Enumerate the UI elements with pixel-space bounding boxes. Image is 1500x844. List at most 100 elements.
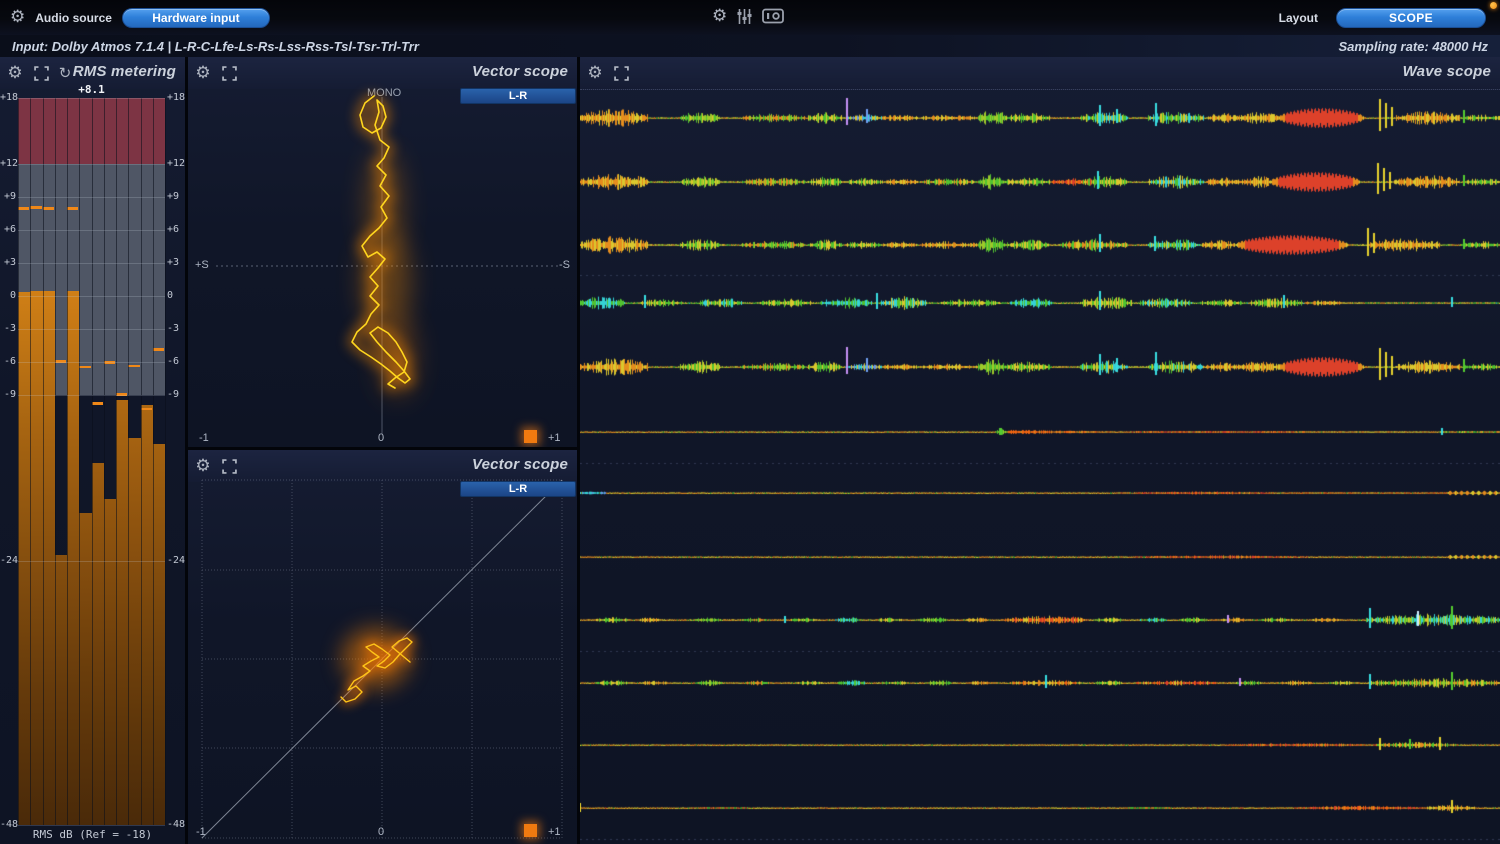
meter-scale-label-left: -48 [0, 819, 19, 830]
meter-gridline [18, 362, 165, 364]
rms-settings-gear-icon[interactable]: ⚙ [7, 62, 23, 83]
rms-expand-icon[interactable] [32, 64, 50, 82]
meter-peak-L [18, 207, 30, 210]
info-bar: Input: Dolby Atmos 7.1.4 | L-R-C-Lfe-Ls-… [0, 35, 1500, 57]
meter-peak-Tsl [116, 393, 128, 396]
meter-gridline [18, 230, 165, 232]
vs2-clip-indicator[interactable] [524, 824, 537, 837]
meter-channel-separator [30, 98, 32, 825]
toolbar-right-group: Layout SCOPE [1279, 0, 1486, 35]
meter-scale-label-right: +6 [167, 224, 180, 236]
vs2-display [201, 479, 563, 839]
mixer-sliders-icon[interactable] [736, 8, 753, 25]
wave-scope-panel: ⚙ Wave scope [580, 57, 1500, 844]
vs1-panel-title: Vector scope [471, 63, 568, 80]
meter-channel-separator [165, 98, 166, 825]
meter-peak-Lss [91, 402, 103, 405]
meter-bottom-edge [18, 825, 165, 826]
rms-metering-panel: ⚙ ↻ RMS metering +8.1 RMS dB (Ref = -18)… [0, 57, 185, 844]
meter-bar-Rss [103, 498, 116, 825]
meter-scale-label-right: -9 [167, 389, 180, 401]
setup-gear-icon[interactable]: ⚙ [712, 5, 728, 26]
top-toolbar: ⚙ Audio source Hardware input ⚙ Layout S… [0, 0, 1500, 35]
meter-bar-Lfe [54, 555, 67, 825]
vs2-xmin-label: -1 [196, 826, 206, 838]
wave-expand-icon[interactable] [612, 64, 630, 82]
rms-panel-title: RMS metering [72, 63, 176, 80]
vs2-channel-pair-badge[interactable]: L-R [460, 481, 576, 497]
meter-channel-separator [54, 98, 56, 825]
meter-scale-label-right: -6 [167, 356, 180, 368]
meter-peak-Tsr [128, 364, 140, 368]
meter-peak-Trl [140, 407, 152, 411]
meter-channel-separator [42, 98, 44, 825]
vs2-xzero-label: 0 [378, 826, 385, 838]
vs1-xzero-label: 0 [378, 432, 385, 444]
meter-channel-separator [140, 98, 142, 825]
meter-scale-label-left: +9 [3, 191, 16, 203]
rms-reset-icon[interactable]: ↻ [58, 63, 72, 82]
meter-channel-separator [116, 98, 117, 825]
vector-scope-column: ⚙ Vector scope MONO [188, 57, 577, 844]
meter-gridline [18, 263, 165, 265]
meter-bar-Tsr [128, 438, 141, 825]
layout-label[interactable]: Layout [1278, 10, 1318, 25]
meter-scale-label-left: +6 [3, 224, 16, 236]
vs1-channel-pair-badge[interactable]: L-R [460, 88, 576, 104]
vs2-lissajous-trace [340, 637, 413, 703]
vs2-panel-header: ⚙ Vector scope [188, 450, 577, 482]
settings-gear-icon[interactable]: ⚙ [10, 7, 26, 27]
vs1-display [216, 92, 560, 434]
vs1-lissajous-trace [351, 95, 411, 389]
vs2-settings-gear-icon[interactable]: ⚙ [195, 455, 211, 476]
meter-peak-C [42, 207, 54, 210]
meter-scale-label-left: -24 [0, 554, 19, 566]
meter-scale-label-left: +18 [0, 92, 19, 103]
toolbar-center-group: ⚙ [712, 0, 785, 32]
meter-scale-label-right: +9 [167, 191, 180, 203]
wave-panel-header: ⚙ Wave scope [580, 57, 1500, 90]
meter-bar-Trl [140, 405, 153, 825]
vs2-glow [338, 628, 416, 706]
meter-peak-R [30, 206, 42, 209]
scope-button[interactable]: SCOPE [1336, 7, 1486, 28]
vs2-grid [201, 479, 563, 839]
meter-scale-label-right: +3 [167, 257, 180, 269]
record-status-dot [1490, 2, 1497, 9]
vs1-panel-header: ⚙ Vector scope [188, 57, 577, 89]
meter-peak-Ls [67, 207, 79, 210]
rms-reference-label: RMS dB (Ref = -18) [32, 828, 153, 841]
meter-peak-Rs [79, 365, 91, 369]
meter-bar-Ls [67, 290, 80, 825]
meter-gridline [18, 164, 165, 166]
vs1-expand-icon[interactable] [220, 64, 238, 82]
meter-gridline [18, 560, 165, 562]
meter-channel-separator [103, 98, 105, 825]
meter-channel-separator [67, 98, 68, 825]
meter-channel-separator [79, 98, 81, 825]
toolbar-left-group: ⚙ Audio source Hardware input [10, 0, 270, 35]
meter-scale-label-right: -24 [167, 554, 185, 566]
io-routing-icon[interactable] [762, 8, 785, 24]
hardware-input-button[interactable]: Hardware input [121, 7, 270, 28]
meter-gridline [18, 197, 165, 199]
meter-scale-label-right: -48 [167, 819, 185, 830]
vs1-minus-s-label: -S [559, 259, 570, 271]
meter-bar-Lss [91, 462, 104, 825]
rms-panel-header: ⚙ ↻ RMS metering [0, 57, 185, 89]
meter-bar-L [18, 291, 31, 825]
wave-scope-display [580, 89, 1500, 844]
vs1-clip-indicator[interactable] [524, 430, 537, 443]
vs2-expand-icon[interactable] [220, 457, 238, 475]
meter-peak-Trr [152, 348, 164, 351]
meter-gridline [18, 395, 165, 397]
main-area: ⚙ ↻ RMS metering +8.1 RMS dB (Ref = -18)… [0, 57, 1500, 844]
meter-channel-separator [18, 98, 19, 825]
meter-scale-label-right: 0 [167, 290, 174, 302]
meter-scale-label-left: +3 [3, 257, 16, 269]
meter-bar-C [42, 290, 55, 825]
vs1-settings-gear-icon[interactable]: ⚙ [195, 62, 211, 83]
wave-settings-gear-icon[interactable]: ⚙ [587, 62, 603, 83]
meter-scale-label-right: -3 [167, 323, 180, 335]
meter-channel-separator [128, 98, 130, 825]
